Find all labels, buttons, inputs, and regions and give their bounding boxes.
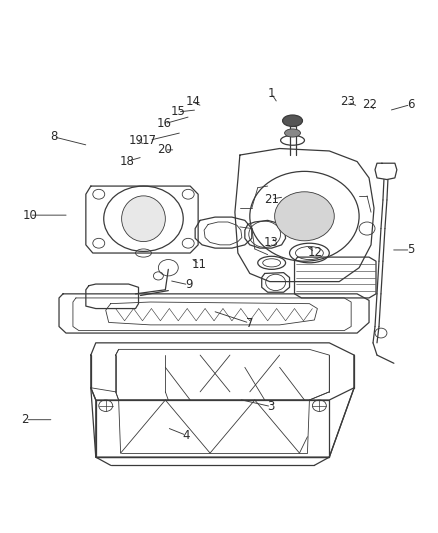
Text: 10: 10 <box>22 208 37 222</box>
Ellipse shape <box>285 129 300 137</box>
Ellipse shape <box>122 196 165 241</box>
Text: 11: 11 <box>192 258 207 271</box>
Text: 20: 20 <box>157 143 172 156</box>
Text: 9: 9 <box>185 278 192 291</box>
Text: 1: 1 <box>268 87 275 100</box>
Text: 15: 15 <box>170 106 185 118</box>
Text: 14: 14 <box>185 95 201 109</box>
Text: 5: 5 <box>407 244 414 256</box>
Text: 8: 8 <box>50 130 57 143</box>
Text: 17: 17 <box>142 134 157 147</box>
Text: 3: 3 <box>268 400 275 413</box>
Text: 13: 13 <box>264 236 279 249</box>
Text: 22: 22 <box>362 98 377 111</box>
Text: 21: 21 <box>264 192 279 206</box>
Ellipse shape <box>275 192 334 241</box>
Text: 2: 2 <box>21 413 29 426</box>
Text: 19: 19 <box>129 134 144 147</box>
Text: 7: 7 <box>246 317 253 329</box>
Text: 16: 16 <box>157 117 172 130</box>
Ellipse shape <box>283 115 303 126</box>
Text: 6: 6 <box>407 98 414 111</box>
Text: 23: 23 <box>340 95 355 109</box>
Text: 18: 18 <box>120 155 135 168</box>
Text: 12: 12 <box>307 246 322 259</box>
Text: 4: 4 <box>183 429 190 442</box>
